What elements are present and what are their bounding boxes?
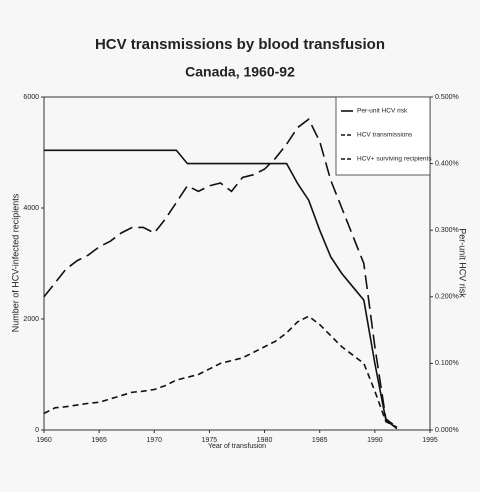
y2-tick-label: 0.400%	[435, 160, 459, 167]
y2-tick-label: 0.200%	[435, 294, 459, 301]
series-line	[43, 315, 398, 428]
x-tick-label: 1965	[91, 437, 107, 444]
y2-tick-label: 0.100%	[435, 360, 459, 367]
legend-box	[335, 96, 431, 176]
y2-tick-label: 0.500%	[435, 94, 459, 101]
x-tick-label: 1980	[257, 437, 273, 444]
chart-title: HCV transmissions by blood transfusion	[95, 36, 385, 53]
y-tick-label: 0	[35, 427, 39, 434]
x-tick-label: 1970	[146, 437, 162, 444]
x-tick-label: 1985	[312, 437, 328, 444]
legend-label: Per-unit HCV risk	[357, 108, 408, 115]
x-axis-label: Year of transfusion	[208, 443, 266, 450]
y-axis-label: Number of HCV-infected recipients	[10, 193, 20, 332]
series-line	[43, 117, 398, 428]
legend-label: HCV+ surviving recipients	[357, 156, 432, 163]
y-tick-label: 6000	[23, 94, 39, 101]
y2-tick-label: 0.000%	[435, 427, 459, 434]
x-tick-label: 1975	[202, 437, 218, 444]
y2-axis-label: Per-unit HCV risk	[458, 228, 468, 298]
x-tick-label: 1960	[36, 437, 52, 444]
plot-frame	[43, 96, 431, 431]
y2-tick-label: 0.300%	[435, 227, 459, 234]
chart-subtitle: Canada, 1960-92	[185, 64, 295, 80]
series-line	[44, 149, 398, 430]
legend-label: HCV transmissions	[357, 132, 413, 139]
y-tick-label: 2000	[23, 316, 39, 323]
y-tick-label: 4000	[23, 205, 39, 212]
x-tick-label: 1995	[422, 437, 438, 444]
x-tick-label: 1990	[367, 437, 383, 444]
